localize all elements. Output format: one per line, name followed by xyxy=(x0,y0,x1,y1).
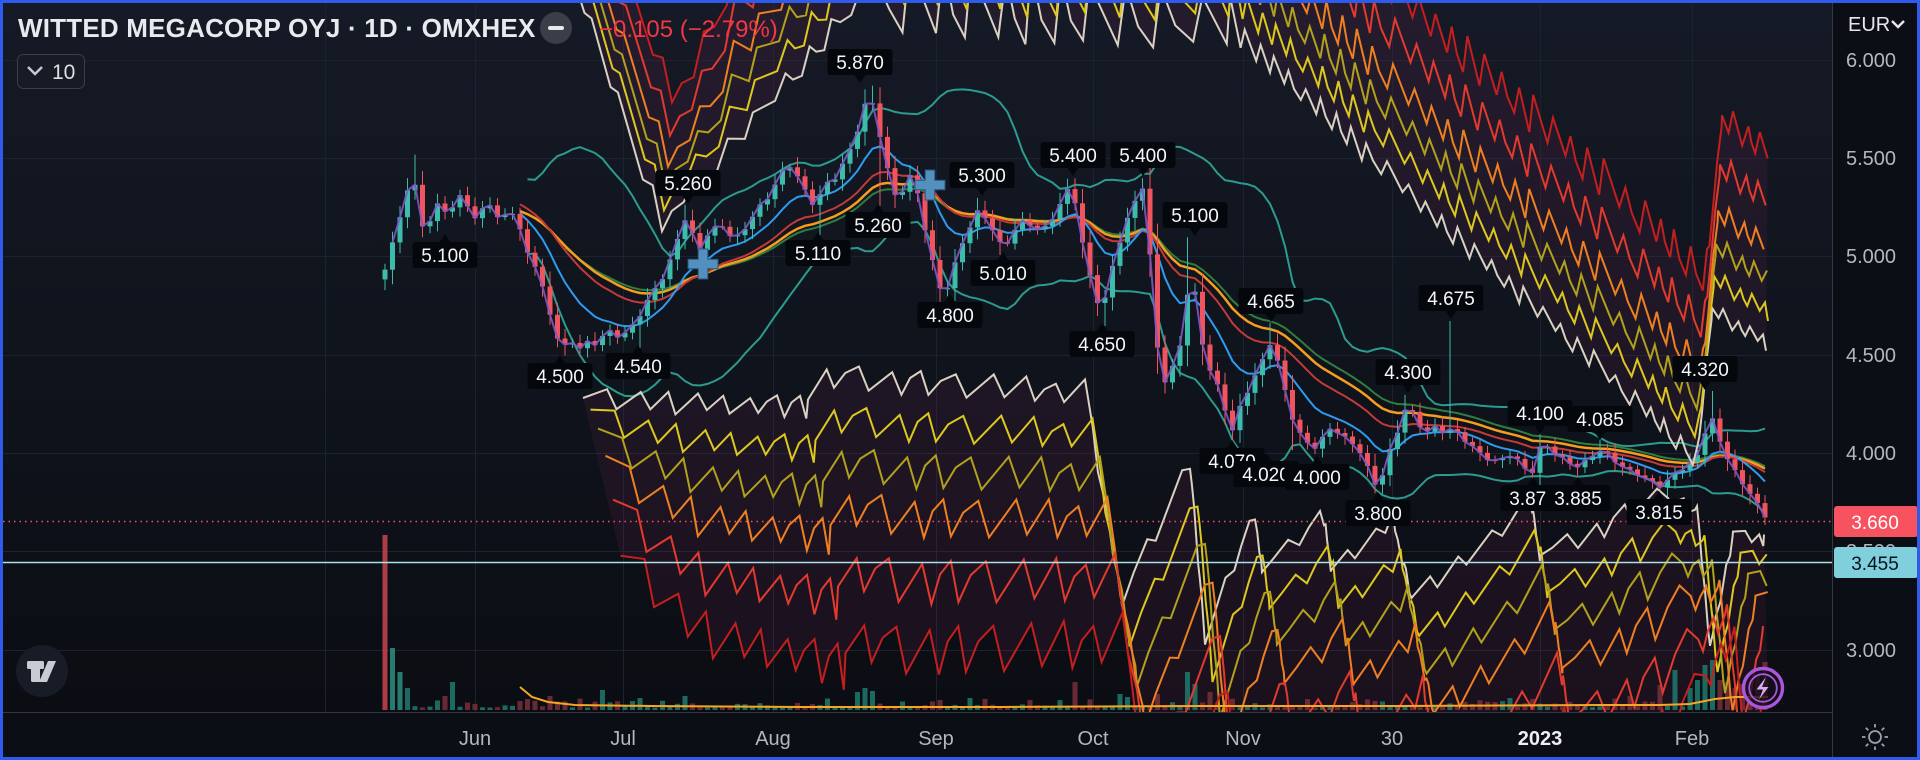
svg-text:4.675: 4.675 xyxy=(1427,289,1475,310)
svg-text:WITTED MEGACORP OYJ · 1D · OMX: WITTED MEGACORP OYJ · 1D · OMXHEX xyxy=(18,13,536,43)
svg-text:5.010: 5.010 xyxy=(979,264,1027,285)
svg-text:5.300: 5.300 xyxy=(958,166,1006,187)
svg-text:−0.105 (−2.79%): −0.105 (−2.79%) xyxy=(599,16,778,43)
svg-text:4.085: 4.085 xyxy=(1576,410,1624,431)
svg-text:Jun: Jun xyxy=(459,728,491,750)
svg-text:4.500: 4.500 xyxy=(536,367,584,388)
svg-text:5.400: 5.400 xyxy=(1119,146,1167,167)
svg-text:5.100: 5.100 xyxy=(421,246,469,267)
svg-text:5.500: 5.500 xyxy=(1846,148,1896,170)
svg-text:4.500: 4.500 xyxy=(1846,345,1896,367)
svg-text:5.870: 5.870 xyxy=(836,53,884,74)
svg-text:4.020: 4.020 xyxy=(1242,465,1290,486)
svg-text:4.665: 4.665 xyxy=(1247,292,1295,313)
svg-text:Sep: Sep xyxy=(918,728,954,750)
svg-text:3.800: 3.800 xyxy=(1354,504,1402,525)
svg-text:3.885: 3.885 xyxy=(1554,489,1602,510)
svg-text:5.110: 5.110 xyxy=(795,244,841,265)
svg-text:6.000: 6.000 xyxy=(1846,50,1896,72)
svg-text:EUR: EUR xyxy=(1848,14,1890,36)
svg-text:Feb: Feb xyxy=(1675,728,1709,750)
svg-text:4.320: 4.320 xyxy=(1681,360,1729,381)
svg-text:30: 30 xyxy=(1381,728,1403,750)
svg-text:Oct: Oct xyxy=(1077,728,1109,750)
svg-text:3.870: 3.870 xyxy=(1509,489,1557,510)
svg-text:4.650: 4.650 xyxy=(1078,335,1126,356)
svg-text:4.100: 4.100 xyxy=(1516,404,1564,425)
svg-text:5.400: 5.400 xyxy=(1049,146,1097,167)
svg-text:5.000: 5.000 xyxy=(1846,246,1896,268)
svg-text:4.800: 4.800 xyxy=(926,306,974,327)
svg-text:4.540: 4.540 xyxy=(614,357,662,378)
svg-text:3.455: 3.455 xyxy=(1851,554,1899,575)
svg-text:4.000: 4.000 xyxy=(1846,443,1896,465)
svg-text:4.300: 4.300 xyxy=(1384,363,1432,384)
svg-text:3.660: 3.660 xyxy=(1851,513,1899,534)
svg-text:10: 10 xyxy=(52,61,75,84)
svg-text:5.100: 5.100 xyxy=(1171,206,1219,227)
svg-text:2023: 2023 xyxy=(1518,728,1563,750)
svg-text:3.000: 3.000 xyxy=(1846,640,1896,662)
svg-text:Jul: Jul xyxy=(610,728,636,750)
svg-text:5.260: 5.260 xyxy=(664,174,712,195)
svg-text:4.000: 4.000 xyxy=(1293,468,1341,489)
svg-text:5.260: 5.260 xyxy=(854,216,902,237)
svg-text:Nov: Nov xyxy=(1225,728,1261,750)
svg-text:3.815: 3.815 xyxy=(1635,503,1683,524)
svg-text:Aug: Aug xyxy=(755,728,791,750)
